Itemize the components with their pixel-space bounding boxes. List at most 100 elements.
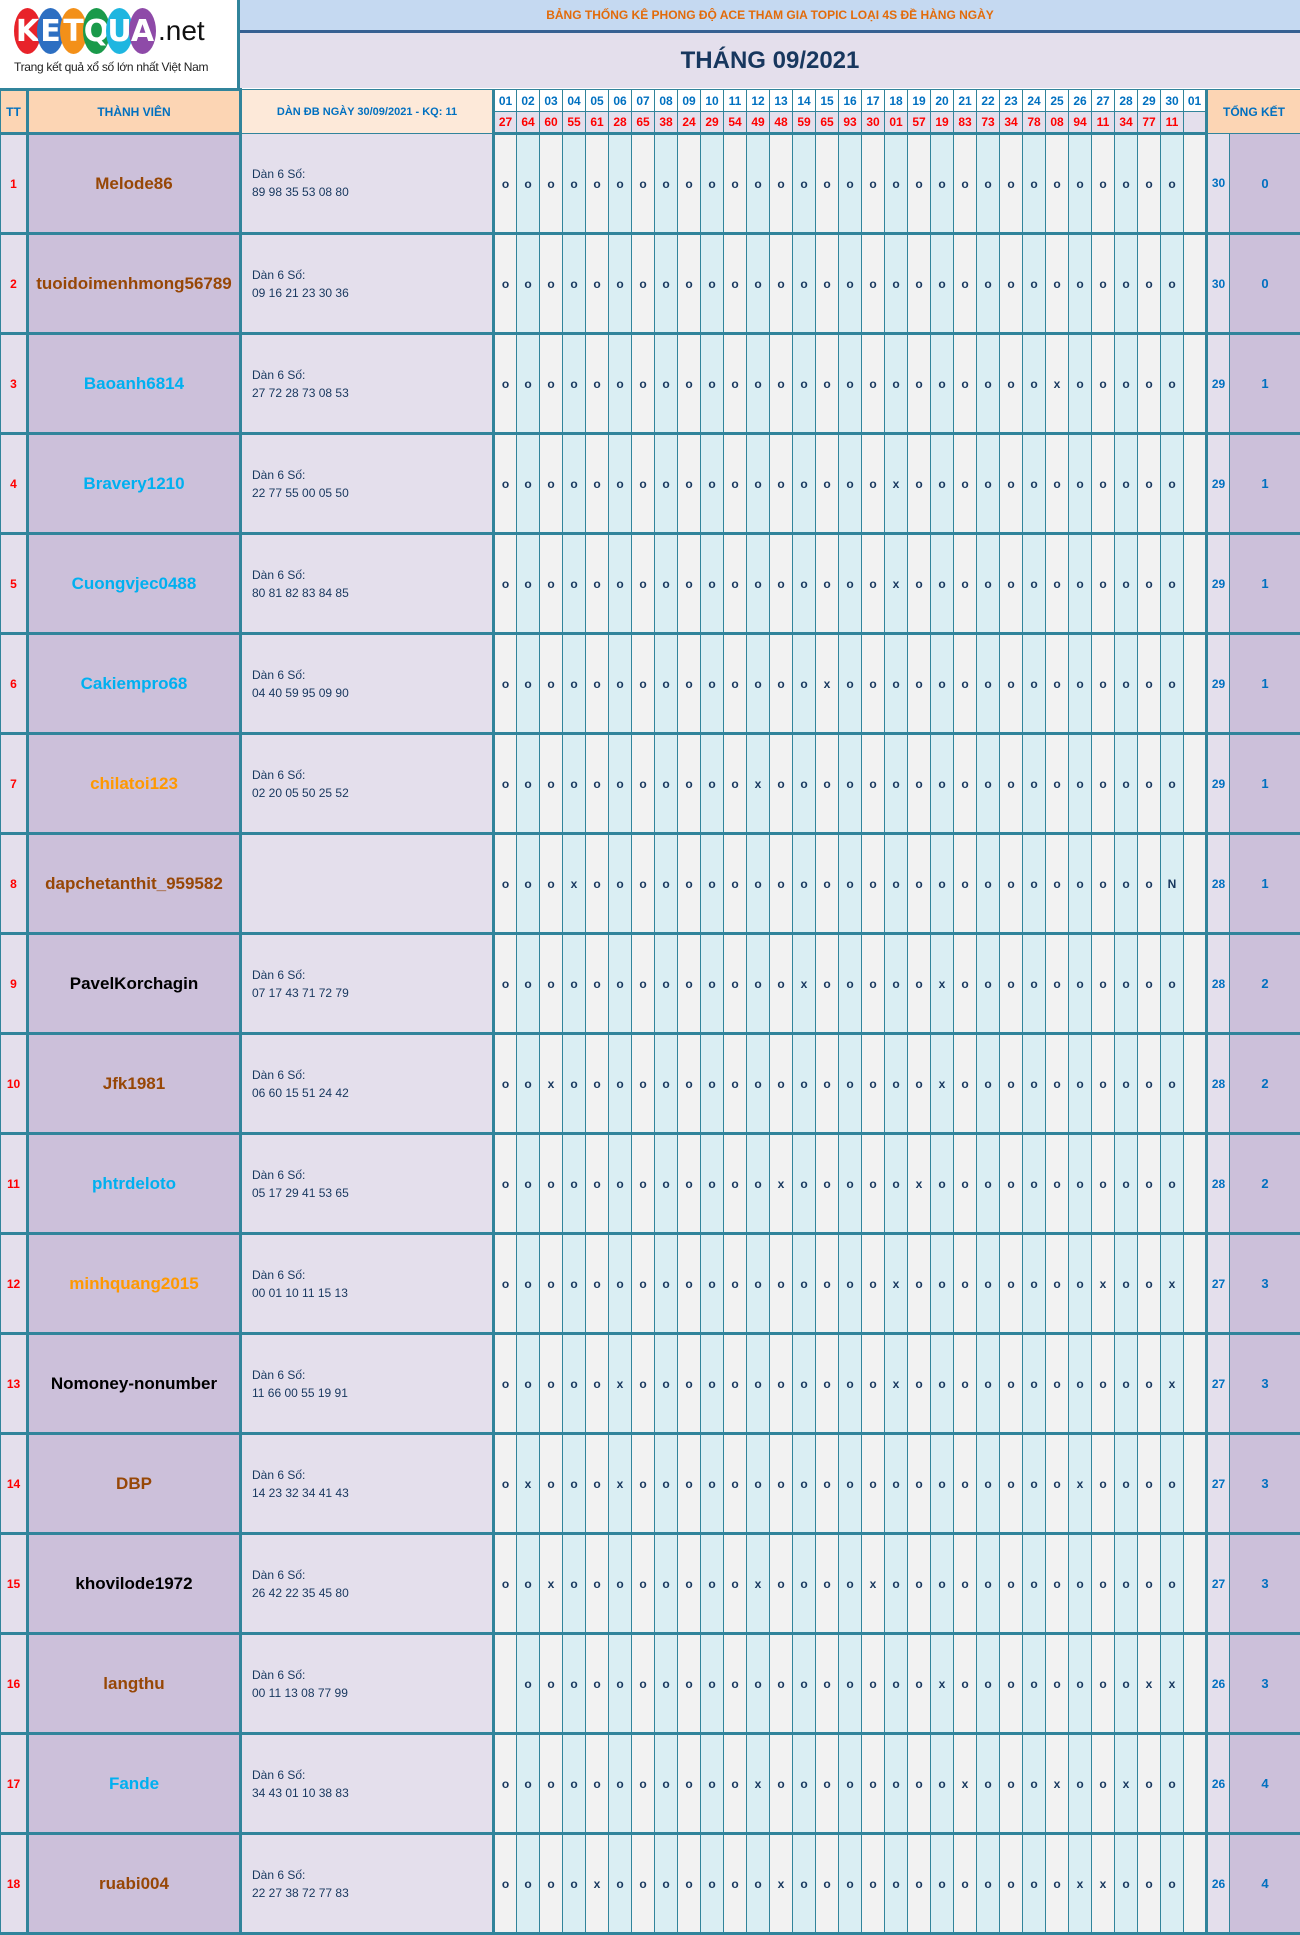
day-mark: o [885, 734, 908, 834]
day-mark: o [1000, 1134, 1023, 1234]
day-mark: o [1000, 1234, 1023, 1334]
day-mark: o [701, 334, 724, 434]
day-mark: o [1092, 1734, 1115, 1834]
day-mark: o [1023, 1034, 1046, 1134]
member-name[interactable]: Bravery1210 [28, 434, 241, 534]
day-mark: o [517, 1134, 540, 1234]
member-name[interactable]: Melode86 [28, 134, 241, 234]
day-mark: o [701, 834, 724, 934]
logo-suffix: .net [158, 15, 205, 47]
day-mark: o [586, 1334, 609, 1434]
day-mark: o [1115, 1134, 1138, 1234]
day-result: 65 [816, 112, 839, 134]
member-name[interactable]: tuoidoimenhmong56789 [28, 234, 241, 334]
day-mark: o [931, 1534, 954, 1634]
miss-total: 3 [1230, 1434, 1300, 1534]
day-header: 06 [609, 90, 632, 112]
member-name[interactable]: Jfk1981 [28, 1034, 241, 1134]
member-name[interactable]: langthu [28, 1634, 241, 1734]
day-mark: o [1000, 1334, 1023, 1434]
day-mark: o [1000, 634, 1023, 734]
member-name[interactable]: Nomoney-nonumber [28, 1334, 241, 1434]
day-mark: o [1023, 734, 1046, 834]
day-mark: x [586, 1834, 609, 1934]
day-mark: o [1023, 134, 1046, 234]
col-header-dan: DÀN ĐB NGÀY 30/09/2021 - KQ: 11 [241, 90, 494, 134]
day-mark: o [632, 1234, 655, 1334]
day-mark: o [793, 634, 816, 734]
day-result: 30 [862, 112, 885, 134]
member-name[interactable]: minhquang2015 [28, 1234, 241, 1334]
member-name[interactable]: Cakiempro68 [28, 634, 241, 734]
day-mark: o [1161, 734, 1184, 834]
day-mark [1184, 1234, 1207, 1334]
day-mark: o [931, 1134, 954, 1234]
day-mark: o [816, 534, 839, 634]
day-mark: o [1000, 1734, 1023, 1834]
day-mark: o [724, 1734, 747, 1834]
day-mark: o [839, 434, 862, 534]
day-mark: o [701, 134, 724, 234]
day-mark: x [747, 1534, 770, 1634]
day-mark [1184, 434, 1207, 534]
dan-label: Dàn 6 Số: [252, 666, 492, 684]
day-mark: o [1092, 334, 1115, 434]
member-name[interactable]: khovilode1972 [28, 1534, 241, 1634]
day-result: 57 [908, 112, 931, 134]
day-mark: o [793, 1434, 816, 1534]
day-mark: o [1023, 234, 1046, 334]
member-name[interactable]: PavelKorchagin [28, 934, 241, 1034]
day-mark [1184, 1034, 1207, 1134]
day-mark: o [701, 234, 724, 334]
dan-label: Dàn 6 Số: [252, 1166, 492, 1184]
member-name[interactable]: DBP [28, 1434, 241, 1534]
member-name[interactable]: phtrdeloto [28, 1134, 241, 1234]
day-mark: o [931, 234, 954, 334]
day-mark: o [1092, 1634, 1115, 1734]
day-mark: o [540, 1334, 563, 1434]
day-mark: o [540, 534, 563, 634]
day-mark: o [1023, 434, 1046, 534]
member-name[interactable]: Baoanh6814 [28, 334, 241, 434]
day-mark: o [655, 334, 678, 434]
day-mark: o [655, 734, 678, 834]
day-mark: o [1023, 1134, 1046, 1234]
member-name[interactable]: Fande [28, 1734, 241, 1834]
day-mark: o [793, 1834, 816, 1934]
day-mark: o [494, 134, 517, 234]
member-name[interactable]: Cuongvjec0488 [28, 534, 241, 634]
day-mark: o [678, 334, 701, 434]
day-mark: x [1138, 1634, 1161, 1734]
day-mark: o [839, 634, 862, 734]
dan-label: Dàn 6 Số: [252, 1266, 492, 1284]
day-mark: o [1046, 234, 1069, 334]
day-header: 01 [494, 90, 517, 112]
day-mark: o [678, 1534, 701, 1634]
day-result: 73 [977, 112, 1000, 134]
day-mark: o [839, 734, 862, 834]
day-mark: o [609, 734, 632, 834]
day-mark: o [632, 1634, 655, 1734]
day-header: 28 [1115, 90, 1138, 112]
miss-total: 2 [1230, 1134, 1300, 1234]
day-header: 02 [517, 90, 540, 112]
day-mark: x [1069, 1834, 1092, 1934]
dan-numbers: 22 77 55 00 05 50 [252, 484, 492, 502]
day-mark: x [1046, 1734, 1069, 1834]
member-name[interactable]: chilatoi123 [28, 734, 241, 834]
day-mark: o [655, 534, 678, 634]
day-mark: o [655, 1234, 678, 1334]
day-mark: o [1069, 634, 1092, 734]
day-mark: o [1115, 1034, 1138, 1134]
member-name[interactable]: ruabi004 [28, 1834, 241, 1934]
member-name[interactable]: dapchetanthit_959582 [28, 834, 241, 934]
day-mark: o [770, 934, 793, 1034]
day-mark: o [1115, 134, 1138, 234]
stats-table: TT THÀNH VIÊN DÀN ĐB NGÀY 30/09/2021 - K… [0, 88, 1300, 1935]
day-mark: o [1000, 134, 1023, 234]
